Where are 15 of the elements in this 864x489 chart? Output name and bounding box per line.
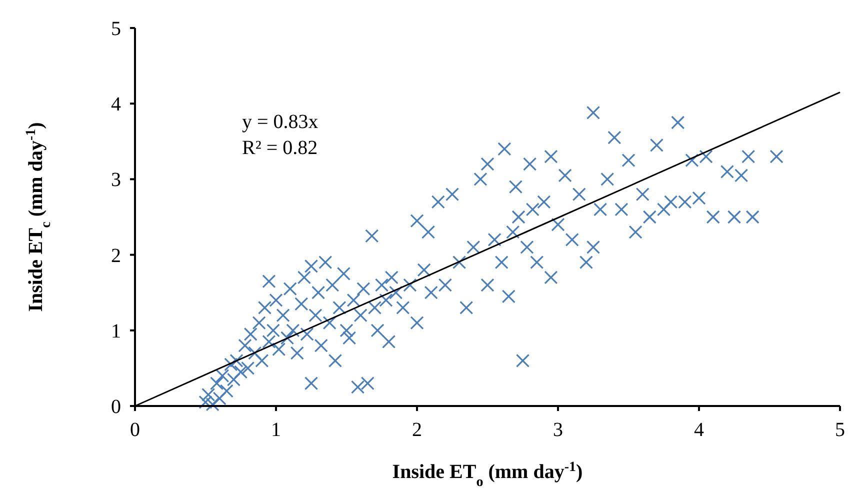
y-tick-label: 2 bbox=[111, 244, 121, 267]
x-tick-label: 5 bbox=[835, 419, 845, 441]
y-tick-label: 4 bbox=[111, 94, 121, 116]
y-tick-label: 3 bbox=[111, 169, 121, 192]
annotation: R² = 0.82 bbox=[242, 137, 318, 159]
x-tick-label: 4 bbox=[694, 419, 704, 441]
x-tick-label: 3 bbox=[553, 419, 563, 441]
y-tick-label: 5 bbox=[111, 18, 121, 40]
x-tick-label: 1 bbox=[271, 419, 281, 441]
x-tick-label: 0 bbox=[130, 419, 140, 441]
y-tick-label: 1 bbox=[111, 320, 121, 342]
x-tick-label: 2 bbox=[412, 419, 422, 441]
annotation: y = 0.83x bbox=[242, 111, 318, 133]
y-tick-label: 0 bbox=[111, 396, 121, 418]
x-axis-title: Inside ET$_{o}$ (mm day$^{-1}$) bbox=[392, 460, 583, 489]
